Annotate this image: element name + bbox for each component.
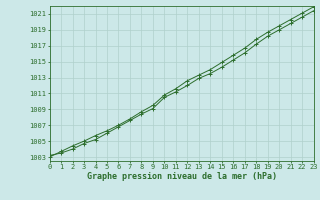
X-axis label: Graphe pression niveau de la mer (hPa): Graphe pression niveau de la mer (hPa): [87, 172, 276, 181]
